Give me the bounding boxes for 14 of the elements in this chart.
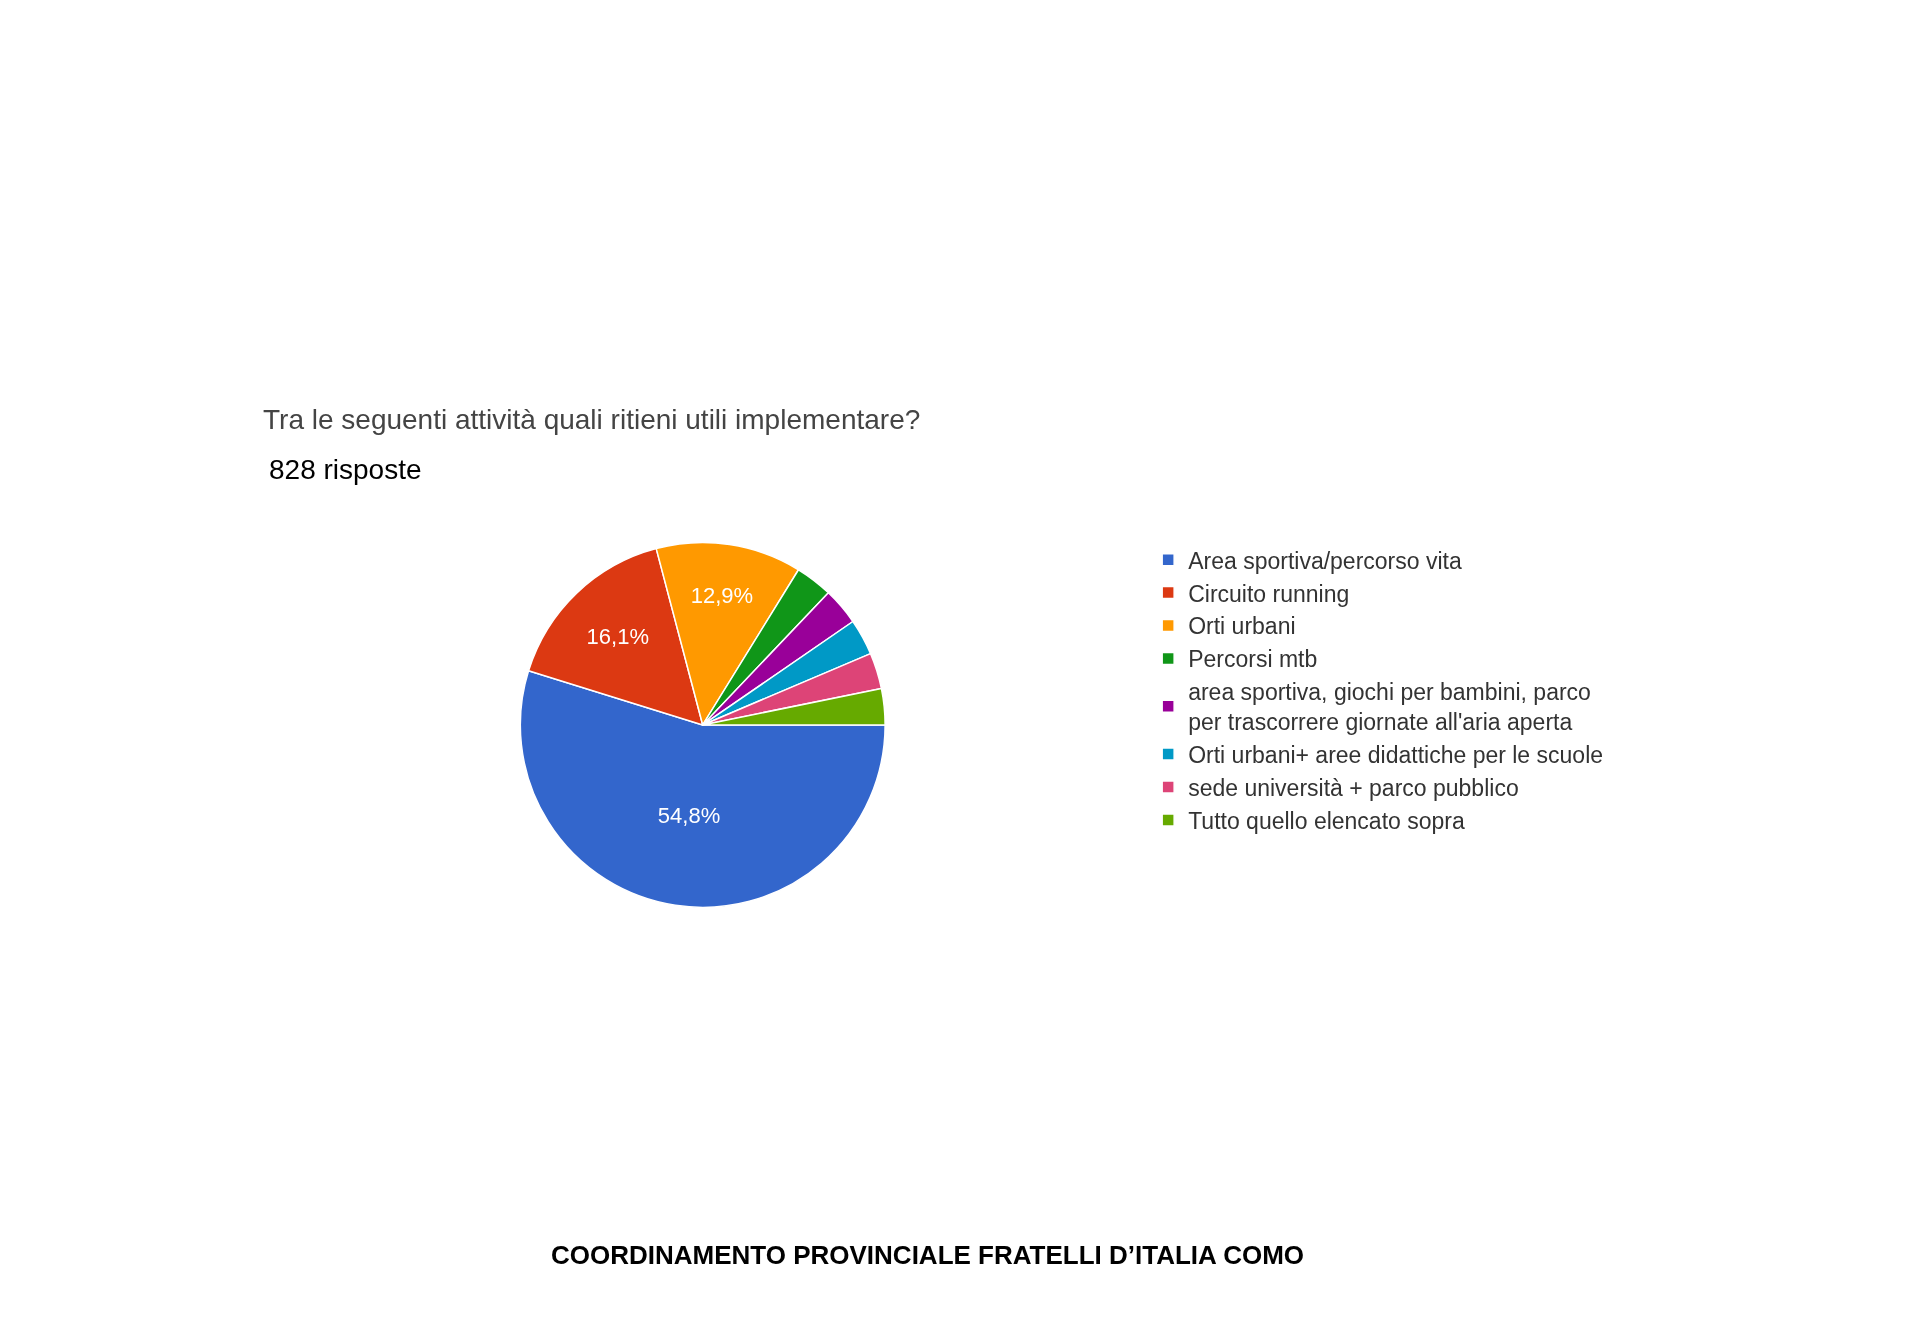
text: COORDINAMENTO PROVINCIALE FRATELLI D’ITALIA COMO xyxy=(551,1240,1305,1270)
chart-title: Tra le seguenti attività quali ritieni utili implementare? xyxy=(263,404,921,435)
legend-label: sede università + parco pubblico xyxy=(1188,774,1519,801)
data-label: 16,1% xyxy=(586,623,649,649)
legend-label: Area sportiva/percorso vita xyxy=(1188,547,1462,574)
chart-subtitle: 828 risposte xyxy=(269,454,422,485)
data-label: 54,8% xyxy=(657,802,721,828)
legend-label: Percorsi mtb xyxy=(1188,646,1318,673)
legend-label: Tutto quello elencato sopra xyxy=(1188,807,1465,834)
legend-label: area sportiva, giochi per bambini, parco per trascorrere giornate all'aria aperta xyxy=(1188,679,1591,736)
legend-label: Orti urbani+ aree didattiche per le scuole xyxy=(1188,742,1604,769)
legend-label: Orti urbani xyxy=(1188,613,1296,640)
legend-label: Circuito running xyxy=(1188,580,1350,607)
data-label: 12,9% xyxy=(690,583,754,609)
